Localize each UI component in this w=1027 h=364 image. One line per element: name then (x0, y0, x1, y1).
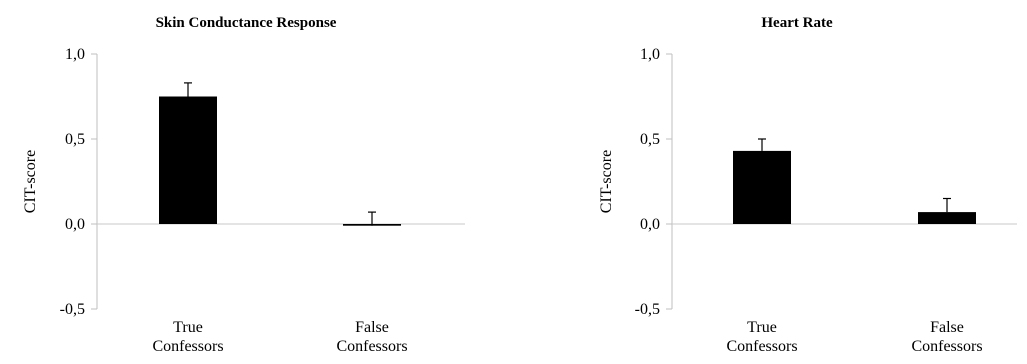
chart-panel-2: Heart Rate 1,0 0,5 0,0 -0,5 CIT-score True Conf… (598, 15, 1017, 355)
y-tick-label: 0,5 (65, 131, 85, 148)
category-label: False (355, 319, 389, 336)
chart-title: Heart Rate (761, 15, 833, 31)
y-axis-label: CIT-score (22, 150, 39, 213)
y-tick-label: -0,5 (60, 301, 85, 318)
y-tick-label: 0,0 (65, 216, 85, 233)
y-tick-label: 1,0 (640, 46, 660, 63)
category-label: Confessors (726, 338, 797, 355)
category-label: False (930, 319, 964, 336)
y-axis-label: CIT-score (598, 150, 615, 213)
y-tick-label: 1,0 (65, 46, 85, 63)
category-label: Confessors (911, 338, 982, 355)
y-tick-label: 0,5 (640, 131, 660, 148)
category-label: True (747, 319, 777, 336)
bar (918, 212, 976, 224)
chart-title: Skin Conductance Response (156, 15, 337, 31)
chart-panel-1: Skin Conductance Response 1,0 0,5 0,0 -0,5 CI… (22, 15, 465, 355)
category-label: Confessors (152, 338, 223, 355)
category-label: True (173, 319, 203, 336)
category-label: Confessors (336, 338, 407, 355)
y-tick-label: 0,0 (640, 216, 660, 233)
bar (159, 96, 217, 224)
bar (733, 150, 791, 224)
y-tick-label: -0,5 (635, 301, 660, 318)
